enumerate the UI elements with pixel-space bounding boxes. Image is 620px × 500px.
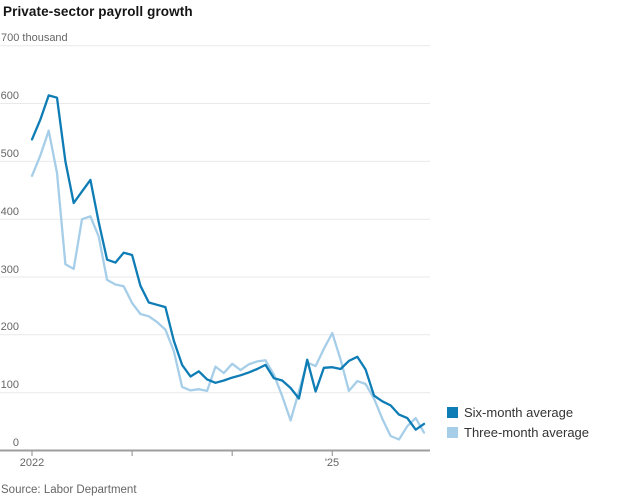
- y-axis-label: 600: [0, 90, 19, 102]
- x-axis-label-2022: 2022: [19, 457, 45, 469]
- y-axis-label: 300: [0, 263, 19, 276]
- legend-label-three-month: Three-month average: [464, 424, 590, 440]
- legend-label-six-month: Six-month average: [464, 404, 574, 420]
- legend-item-six-month: Six-month average: [447, 402, 589, 422]
- x-axis-label-25: '25: [324, 457, 340, 469]
- y-axis-label: 700 thousand: [1, 32, 68, 45]
- six-month-swatch-icon: [447, 406, 458, 418]
- y-axis-label: 400: [0, 205, 19, 218]
- chart-title: Private-sector payroll growth: [3, 4, 193, 19]
- three-month-swatch-icon: [447, 426, 458, 438]
- y-axis-label: 500: [0, 147, 19, 160]
- y-axis-label: 100: [0, 379, 19, 392]
- source-note: Source: Labor Department: [1, 484, 137, 496]
- y-axis-label: 200: [0, 321, 19, 334]
- legend-item-three-month: Three-month average: [447, 422, 589, 442]
- y-axis-label: 0: [12, 437, 19, 449]
- legend: Six-month average Three-month average: [447, 402, 589, 442]
